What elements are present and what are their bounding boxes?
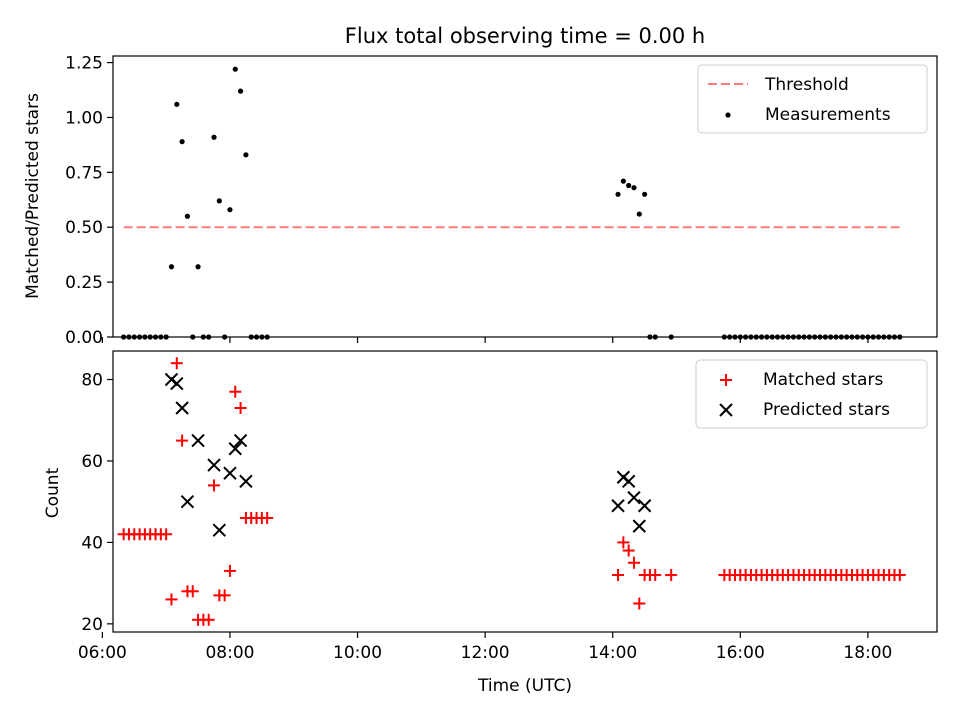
matched-star-point xyxy=(160,528,173,541)
matched-star-point xyxy=(612,568,625,581)
measurement-point xyxy=(237,88,244,94)
matched-star-point xyxy=(893,568,906,581)
top-y-tick-label: 0.25 xyxy=(65,273,103,293)
measurement-point xyxy=(211,134,217,140)
bottom-x-ticks: 06:00 08:00 10:00 12:00 14:00 16:00 18:00 xyxy=(78,632,892,663)
predicted-star-point xyxy=(621,474,636,489)
matched-stars-legend-label: Matched stars xyxy=(763,370,883,390)
bottom-legend: Matched stars Predicted stars xyxy=(695,359,928,429)
top-y-tick-label: 0.00 xyxy=(65,328,103,348)
predicted-star-point xyxy=(632,519,647,533)
predicted-star-point xyxy=(170,376,184,391)
predicted-star-point xyxy=(175,401,189,415)
matched-star-point xyxy=(261,511,274,524)
bottom-y-tick-label: 40 xyxy=(81,533,103,553)
measurement-point xyxy=(168,264,175,270)
matched-star-point xyxy=(633,597,646,610)
measurement-point xyxy=(227,207,233,213)
matched-star-point xyxy=(186,585,199,598)
bottom-x-tick-label: 16:00 xyxy=(716,643,765,663)
matched-stars-legend-swatch xyxy=(720,374,732,386)
matched-star-point xyxy=(218,589,231,602)
measurement-point xyxy=(631,185,637,191)
matched-star-point xyxy=(165,593,178,606)
predicted-stars-legend-swatch xyxy=(719,403,733,417)
top-legend: Threshold Measurements xyxy=(697,64,928,134)
top-y-axis-label: Matched/Predicted stars xyxy=(23,93,43,299)
measurements-legend-swatch xyxy=(725,112,731,118)
measurement-point xyxy=(174,101,180,107)
top-y-tick-label: 1.00 xyxy=(65,108,103,128)
top-y-ticks: 0.00 0.25 0.50 0.75 1.00 1.25 xyxy=(65,54,113,348)
bottom-panel: Count Time (UTC) 20 40 60 80 06:00 08:00 10:0… xyxy=(43,350,938,696)
predicted-star-point xyxy=(627,490,641,505)
matched-stars-series xyxy=(117,357,906,626)
bottom-y-ticks: 20 40 60 80 xyxy=(81,371,113,635)
measurement-point xyxy=(636,211,642,217)
matched-star-point xyxy=(208,479,221,492)
predicted-stars-series xyxy=(164,372,652,537)
predicted-star-point xyxy=(180,494,195,509)
bottom-y-axis-label: Count xyxy=(43,467,63,518)
matched-star-point xyxy=(223,564,236,577)
matched-star-point xyxy=(627,556,640,569)
top-panel: Flux total observing time = 0.00 h Match… xyxy=(23,24,938,348)
bottom-plot-frame xyxy=(112,350,938,633)
bottom-x-tick-label: 14:00 xyxy=(588,643,637,663)
top-legend-box xyxy=(697,64,928,134)
bottom-y-tick-label: 60 xyxy=(81,452,103,472)
x-axis-label: Time (UTC) xyxy=(477,676,572,696)
predicted-star-point xyxy=(191,433,205,448)
matched-star-point xyxy=(649,568,662,581)
top-y-tick-label: 1.25 xyxy=(65,54,103,74)
matched-star-point xyxy=(202,613,215,626)
predicted-star-point xyxy=(233,433,248,448)
matched-star-point xyxy=(234,402,247,415)
bottom-x-tick-label: 10:00 xyxy=(333,643,382,663)
predicted-star-point xyxy=(228,442,242,456)
measurement-point xyxy=(243,152,249,158)
threshold-legend-label: Threshold xyxy=(764,75,849,95)
top-y-tick-label: 0.75 xyxy=(65,163,103,183)
measurement-point xyxy=(195,264,201,270)
measurement-point xyxy=(232,66,238,72)
predicted-star-point xyxy=(637,499,652,513)
bottom-y-tick-label: 20 xyxy=(81,615,103,635)
top-y-tick-label: 0.50 xyxy=(65,218,103,238)
measurement-point xyxy=(620,178,626,184)
predicted-star-point xyxy=(239,474,253,489)
predicted-star-point xyxy=(223,466,237,480)
predicted-star-point xyxy=(212,523,227,537)
matched-star-point xyxy=(617,536,630,549)
matched-star-point xyxy=(229,385,242,398)
top-plot-frame xyxy=(112,55,938,338)
bottom-x-tick-label: 12:00 xyxy=(461,643,510,663)
matched-star-point xyxy=(622,544,635,557)
measurement-point xyxy=(179,139,185,145)
predicted-star-point xyxy=(611,499,625,513)
predicted-star-point xyxy=(207,458,221,472)
predicted-stars-legend-label: Predicted stars xyxy=(763,400,890,420)
bottom-x-tick-label: 18:00 xyxy=(843,643,892,663)
measurement-point xyxy=(216,198,222,204)
matched-star-point xyxy=(176,434,189,447)
bottom-x-tick-label: 08:00 xyxy=(205,643,254,663)
measurements-legend-label: Measurements xyxy=(765,105,891,125)
bottom-legend-box xyxy=(695,359,928,429)
measurement-point xyxy=(184,213,191,219)
matched-star-point xyxy=(665,568,678,581)
measurement-point xyxy=(642,191,648,197)
bottom-y-tick-label: 80 xyxy=(81,371,103,391)
chart-title: Flux total observing time = 0.00 h xyxy=(345,24,705,48)
bottom-x-tick-label: 06:00 xyxy=(78,643,127,663)
measurement-point xyxy=(626,182,632,189)
matched-star-point xyxy=(170,357,183,370)
measurement-point xyxy=(615,191,621,197)
